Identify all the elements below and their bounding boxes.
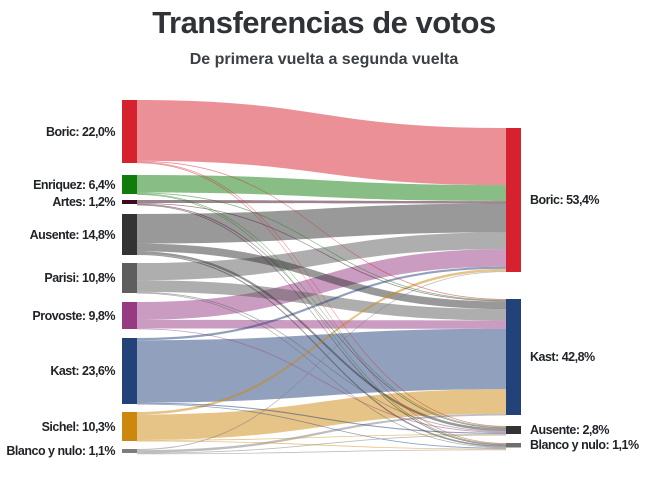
sankey-link-blanco_l-boric_r[interactable]	[137, 271, 506, 451]
sankey-link-boric_l-kast_r[interactable]	[137, 160, 506, 300]
chart-subtitle: De primera vuelta a segunda vuelta	[189, 51, 459, 68]
node-label-kast_l: Kast: 23,6%	[50, 364, 115, 378]
sankey-link-blanco_l-kast_r[interactable]	[137, 413, 506, 453]
sankey-link-parisi-ausente_r[interactable]	[137, 291, 506, 432]
sankey-link-kast_l-kast_r[interactable]	[137, 328, 506, 403]
sankey-node-blanco_r[interactable]	[506, 443, 521, 448]
node-label-ausente_r: Ausente: 2,8%	[530, 423, 609, 437]
sankey-link-enriquez-boric_r[interactable]	[137, 175, 506, 202]
sankey-link-enriquez-blanco_r[interactable]	[137, 194, 506, 445]
sankey-link-enriquez-kast_r[interactable]	[137, 192, 506, 301]
sankey-node-artes[interactable]	[122, 200, 137, 204]
sankey-link-sichel-ausente_r[interactable]	[137, 433, 506, 441]
sankey-link-sichel-blanco_r[interactable]	[137, 440, 506, 450]
sankey-link-provoste-boric_r[interactable]	[137, 249, 506, 320]
sankey-link-artes-blanco_r[interactable]	[137, 204, 506, 446]
node-label-ausente_l: Ausente: 14,8%	[29, 227, 116, 242]
sankey-link-ausente_l-blanco_r[interactable]	[137, 253, 506, 448]
sankey-link-blanco_l-ausente_r[interactable]	[137, 434, 506, 454]
node-label-provoste: Provoste: 9,8%	[32, 308, 115, 323]
chart-title: Transferencias de votos	[152, 5, 496, 40]
sankey-node-provoste[interactable]	[122, 302, 137, 329]
node-label-sichel: Sichel: 10,3%	[41, 419, 116, 434]
sankey-link-sichel-boric_r[interactable]	[137, 268, 506, 415]
node-label-parisi: Parisi: 10,8%	[44, 271, 115, 285]
node-label-blanco_r: Blanco y nulo: 1,1%	[530, 438, 639, 453]
sankey-node-blanco_l[interactable]	[122, 449, 137, 453]
sankey-node-ausente_r[interactable]	[506, 426, 521, 434]
sankey-link-kast_l-ausente_r[interactable]	[137, 402, 506, 434]
sankey-link-blanco_l-blanco_r[interactable]	[137, 449, 506, 455]
sankey-link-parisi-boric_r[interactable]	[137, 232, 506, 281]
sankey-link-artes-boric_r[interactable]	[137, 200, 506, 204]
sankey-link-boric_l-blanco_r[interactable]	[137, 162, 506, 444]
node-label-artes: Artes: 1,2%	[52, 195, 115, 209]
sankey-node-sichel[interactable]	[122, 412, 137, 441]
sankey-node-parisi[interactable]	[122, 263, 137, 293]
node-label-enriquez: Enriquez: 6,4%	[33, 177, 115, 192]
sankey-node-boric_r[interactable]	[506, 128, 521, 272]
sankey-link-kast_l-blanco_r[interactable]	[137, 403, 506, 449]
sankey-link-sichel-kast_r[interactable]	[137, 389, 506, 440]
sankey-node-ausente_l[interactable]	[122, 214, 137, 255]
sankey-link-artes-kast_r[interactable]	[137, 203, 506, 302]
node-label-blanco_l: Blanco y nulo: 1,1%	[6, 444, 115, 458]
sankey-link-boric_l-ausente_r[interactable]	[137, 161, 506, 427]
sankey-link-ausente_l-kast_r[interactable]	[137, 243, 506, 310]
sankey-link-artes-ausente_r[interactable]	[137, 203, 506, 429]
sankey-link-boric_l-boric_r[interactable]	[137, 100, 506, 186]
sankey-node-kast_l[interactable]	[122, 338, 137, 404]
sankey-link-enriquez-ausente_r[interactable]	[137, 193, 506, 428]
sankey-node-boric_l[interactable]	[122, 100, 137, 163]
sankey-link-parisi-blanco_r[interactable]	[137, 292, 506, 448]
sankey-link-provoste-kast_r[interactable]	[137, 319, 506, 329]
node-label-kast_r: Kast: 42,8%	[530, 350, 595, 364]
sankey-node-enriquez[interactable]	[122, 175, 137, 194]
node-label-boric_l: Boric: 22,0%	[45, 124, 116, 139]
sankey-node-kast_r[interactable]	[506, 299, 521, 415]
node-label-boric_r: Boric: 53,4%	[530, 193, 600, 207]
sankey-link-provoste-ausente_r[interactable]	[137, 328, 506, 433]
sankey-link-parisi-kast_r[interactable]	[137, 280, 506, 321]
